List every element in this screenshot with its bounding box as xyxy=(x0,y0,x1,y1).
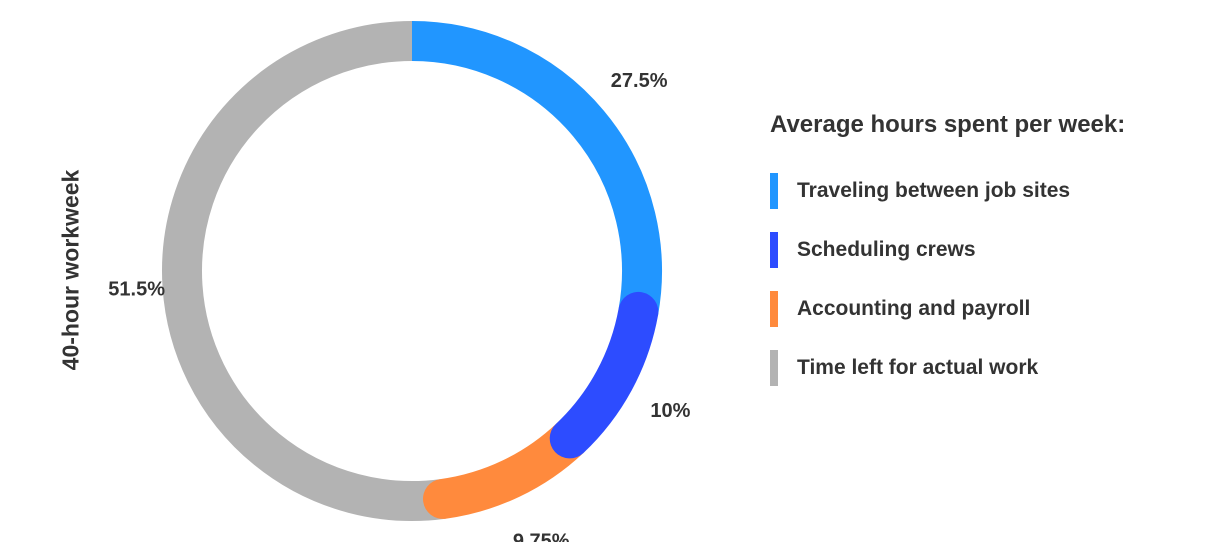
legend-label-accounting: Accounting and payroll xyxy=(797,297,1031,320)
pct-label-actual-work: 51.5% xyxy=(108,279,165,301)
pct-label-scheduling: 10% xyxy=(650,400,690,422)
slice-actual-work xyxy=(162,21,446,521)
legend-swatch-accounting xyxy=(770,291,778,327)
legend-item-traveling: Traveling between job sites xyxy=(770,173,1125,209)
legend: Average hours spent per week: Traveling … xyxy=(770,111,1125,409)
pct-label-accounting: 9.75% xyxy=(513,531,570,542)
legend-title: Average hours spent per week: xyxy=(770,111,1126,138)
legend-item-accounting: Accounting and payroll xyxy=(770,291,1125,327)
donut-arcs xyxy=(162,21,662,521)
legend-swatch-traveling xyxy=(770,173,778,209)
legend-swatch-actual-work xyxy=(770,350,778,386)
slice-traveling xyxy=(411,21,662,316)
slice-scheduling xyxy=(549,291,659,459)
side-axis-label: 40-hour workweek xyxy=(57,169,84,371)
percentage-labels: 27.5% 10% 9.75% 51.5% xyxy=(108,70,690,542)
slice-accounting xyxy=(423,418,590,519)
legend-list: Traveling between job sites Scheduling c… xyxy=(770,173,1125,386)
legend-label-scheduling: Scheduling crews xyxy=(797,238,976,261)
pct-label-traveling: 27.5% xyxy=(611,70,668,92)
legend-item-scheduling: Scheduling crews xyxy=(770,232,1125,268)
legend-swatch-scheduling xyxy=(770,232,778,268)
legend-item-actual-work: Time left for actual work xyxy=(770,350,1125,386)
legend-label-actual-work: Time left for actual work xyxy=(797,356,1039,379)
legend-label-traveling: Traveling between job sites xyxy=(797,179,1071,202)
